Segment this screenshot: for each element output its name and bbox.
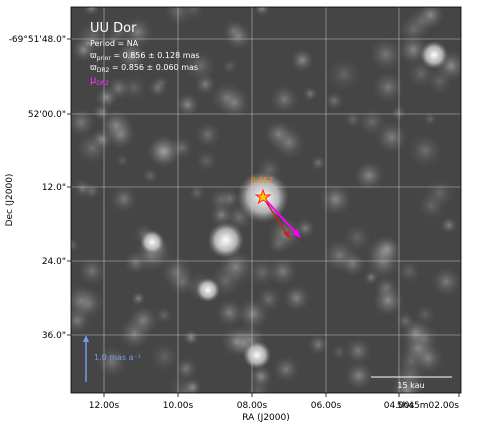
sky-blob <box>71 286 105 321</box>
proper-motion-arrow <box>262 196 299 236</box>
sky-blob <box>95 85 119 109</box>
proper-motion-legend: μDR2 <box>90 75 109 87</box>
bright-source <box>243 341 271 369</box>
sky-blob <box>272 125 306 160</box>
sky-blob <box>406 7 437 37</box>
scale-arrowhead <box>83 335 89 342</box>
sky-blob <box>330 343 348 361</box>
sky-blob <box>396 258 422 284</box>
sky-blob <box>182 329 200 346</box>
sky-blob <box>194 121 222 149</box>
sky-blob <box>342 222 372 253</box>
sky-blob <box>253 7 271 17</box>
proper-motion-arrowhead <box>292 229 301 238</box>
sky-blob <box>413 303 437 326</box>
sky-blob <box>167 267 197 297</box>
sky-blob <box>188 184 206 202</box>
bright-source <box>208 222 244 258</box>
sky-blob <box>290 48 315 73</box>
sky-blob <box>430 266 461 298</box>
sky-blob <box>166 373 202 393</box>
sky-blob <box>130 291 146 306</box>
sky-blob <box>222 19 245 42</box>
x-tick-label: 12.00s <box>89 401 120 411</box>
prior-parallax-text: ϖprior = 0.856 ± 0.128 mas <box>90 51 200 62</box>
x-tick-label: 04.00s <box>384 401 415 411</box>
sky-blob <box>408 133 443 168</box>
sky-blob <box>272 355 300 383</box>
sky-blob <box>302 86 318 102</box>
y-axis-label: Dec (J2000) <box>5 174 15 227</box>
sky-blob <box>154 305 174 325</box>
sky-blob <box>357 107 387 137</box>
second-motion-arrow <box>262 196 289 237</box>
sky-blob <box>353 160 385 192</box>
sky-blob <box>269 84 300 115</box>
sky-blob <box>207 187 234 213</box>
x-tick-label: 5h45m02.00s <box>397 401 459 411</box>
sky-blob <box>109 184 138 214</box>
sky-blob <box>368 37 404 72</box>
sky-blob <box>71 237 80 253</box>
y-tick-label: -69°51'48.0" <box>9 35 66 45</box>
y-tick-label: 24.0" <box>42 257 66 267</box>
sky-blob <box>148 340 181 373</box>
second-motion-arrowhead <box>283 231 290 239</box>
sky-blob <box>294 217 316 239</box>
sky-blob <box>153 75 169 90</box>
bright-source <box>140 230 164 254</box>
sky-blob <box>249 364 273 389</box>
y-tick-label: 52'00.0" <box>28 110 66 120</box>
sky-blob <box>439 216 458 235</box>
scale-arrow-label: 1.0 mas a⁻¹ <box>94 353 141 362</box>
y-tick-label: 12.0" <box>42 183 66 193</box>
sky-blob <box>310 154 327 171</box>
sky-blob <box>237 298 270 331</box>
sky-blob <box>195 149 218 172</box>
x-axis-label: RA (J2000) <box>242 413 290 423</box>
sky-blob <box>146 134 180 169</box>
sky-blob <box>344 337 373 365</box>
sky-blob <box>105 119 137 151</box>
sky-blob <box>120 74 148 101</box>
y-tick-label: 36.0" <box>42 331 66 341</box>
sky-blob <box>115 153 130 168</box>
period-text: Period = NA <box>90 39 139 48</box>
grid <box>71 7 461 393</box>
target-label: 0.857 <box>251 176 274 185</box>
dr2-parallax-text: ϖDR2 = 0.856 ± 0.060 mas <box>90 63 198 74</box>
scale-bar-label: 15 kau <box>397 381 424 390</box>
x-tick-label: 08.00s <box>237 401 268 411</box>
sky-blob <box>194 73 217 96</box>
bright-source <box>196 278 220 302</box>
sky-blob <box>339 250 366 277</box>
sky-blob <box>83 182 101 200</box>
sky-blob <box>424 177 456 209</box>
sky-blob <box>307 333 329 356</box>
tick-marks <box>67 38 460 397</box>
sky-blob <box>282 284 311 312</box>
x-tick-label: 06.00s <box>311 401 342 411</box>
sky-blob <box>182 7 206 21</box>
sky-blob <box>326 57 362 93</box>
sky-blob <box>371 70 405 104</box>
x-tick-label: 10.00s <box>163 401 194 411</box>
sky-blob <box>175 92 200 117</box>
bright-source <box>420 41 448 69</box>
sky-blob <box>344 360 374 391</box>
sky-blob <box>82 7 100 16</box>
sky-blob <box>95 346 128 378</box>
axes-frame <box>70 6 462 394</box>
sky-blob <box>141 167 159 185</box>
star-marker <box>254 188 272 205</box>
sky-blob <box>374 235 401 263</box>
chart-title: UU Dor <box>90 21 137 36</box>
sky-blob <box>423 111 438 126</box>
sky-blob <box>127 304 159 336</box>
sky-blob <box>324 91 344 111</box>
sky-blob <box>106 20 131 46</box>
sky-blob <box>221 58 238 75</box>
sky-blob <box>318 182 353 216</box>
